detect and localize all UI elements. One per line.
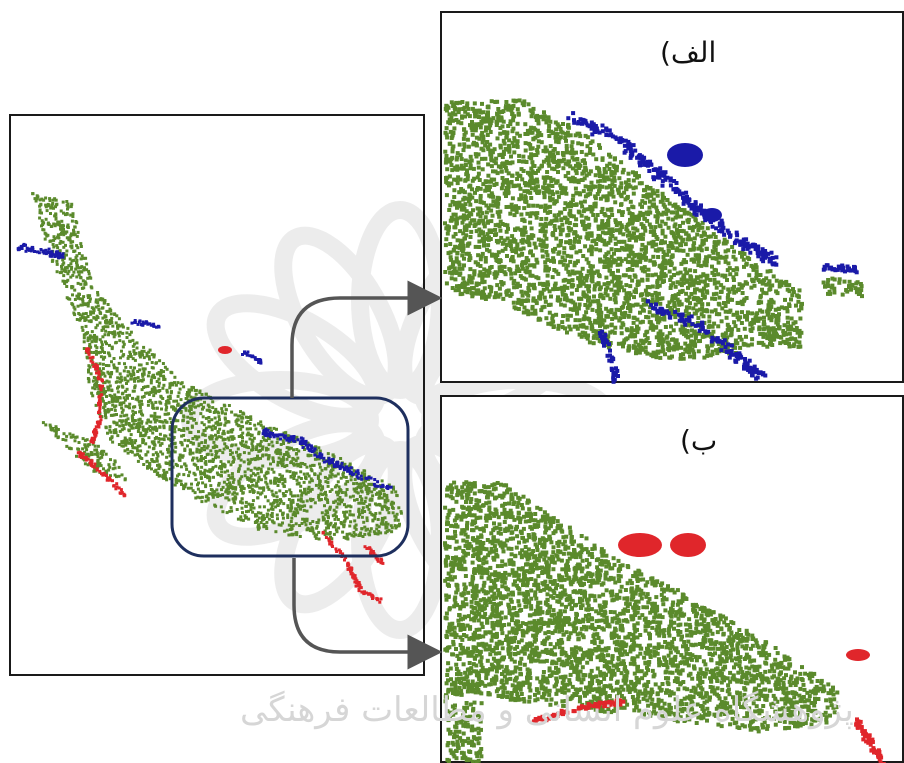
watermark-text: پژوهشگاه علوم انسانی و مطالعات فرهنگی	[240, 690, 854, 730]
panel-be-vegetation-layer	[443, 480, 840, 763]
panel-be	[440, 395, 904, 763]
zoom-region-frame	[170, 396, 410, 558]
panel-alef-label: الف)	[660, 36, 717, 69]
overview-water-layer	[16, 242, 393, 490]
overview-map-panel	[9, 114, 425, 676]
arrow-to-panel-alef	[290, 280, 443, 398]
arrow-to-panel-be	[292, 558, 443, 670]
panel-be-label: ب)	[680, 424, 718, 457]
panel-alef	[440, 11, 904, 384]
panel-alef-water-layer	[566, 111, 859, 384]
panel-be-change-layer	[531, 533, 886, 763]
panel-alef-vegetation-layer	[443, 98, 864, 361]
